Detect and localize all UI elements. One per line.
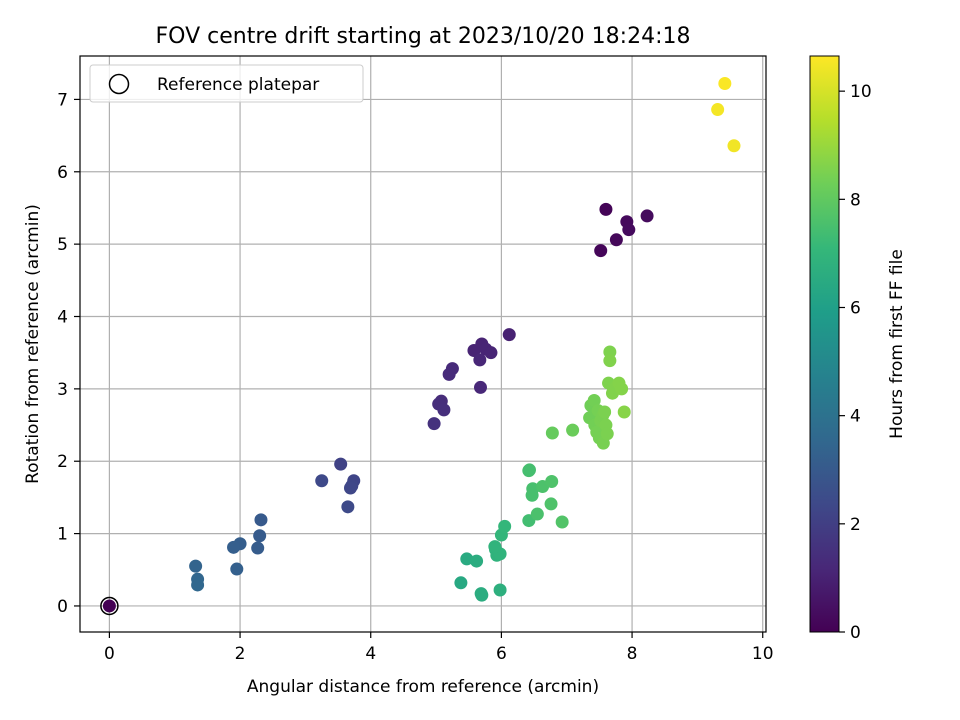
y-tick-label: 7 bbox=[57, 90, 68, 110]
data-point bbox=[254, 513, 268, 527]
data-point bbox=[598, 405, 612, 419]
data-point bbox=[525, 488, 539, 502]
data-point bbox=[555, 515, 569, 529]
data-point bbox=[102, 599, 116, 613]
reference-platepar-marker bbox=[100, 596, 119, 616]
plot-area bbox=[80, 56, 766, 632]
data-point bbox=[599, 202, 613, 216]
data-point bbox=[230, 562, 244, 576]
data-point bbox=[617, 405, 631, 419]
data-point bbox=[442, 367, 456, 381]
data-point bbox=[544, 497, 558, 511]
y-tick-label: 3 bbox=[57, 380, 68, 400]
y-tick-label: 6 bbox=[57, 163, 68, 183]
data-point bbox=[191, 578, 205, 592]
data-point bbox=[587, 393, 601, 407]
data-point bbox=[718, 76, 732, 90]
data-point bbox=[437, 403, 451, 417]
x-tick-label: 4 bbox=[365, 644, 376, 664]
y-tick-label: 5 bbox=[57, 235, 68, 255]
x-tick-label: 0 bbox=[104, 644, 115, 664]
data-point bbox=[341, 500, 355, 514]
data-point bbox=[603, 354, 617, 368]
y-tick-label: 1 bbox=[57, 525, 68, 545]
data-point bbox=[640, 209, 654, 223]
colorbar-tick-label: 4 bbox=[850, 407, 861, 427]
y-tick-label: 0 bbox=[57, 597, 68, 617]
legend-open-circle-icon bbox=[108, 73, 130, 95]
data-point bbox=[484, 346, 498, 360]
data-point bbox=[615, 382, 629, 396]
data-point bbox=[343, 481, 357, 495]
data-point bbox=[470, 554, 484, 568]
data-point bbox=[609, 233, 623, 247]
data-point bbox=[498, 519, 512, 533]
x-tick-label: 2 bbox=[235, 644, 246, 664]
data-point bbox=[493, 583, 507, 597]
data-point bbox=[460, 552, 474, 566]
colorbar-tick-label: 0 bbox=[850, 623, 861, 643]
y-axis-ticks: 0 1 2 3 4 5 6 7 bbox=[57, 90, 80, 617]
data-point bbox=[427, 417, 441, 431]
x-axis-ticks: 0 2 4 6 8 10 bbox=[104, 632, 774, 664]
data-point bbox=[473, 380, 487, 394]
data-point bbox=[315, 474, 329, 488]
colorbar-ticks: 0 2 4 6 8 10 bbox=[839, 82, 872, 643]
colorbar-gradient bbox=[809, 55, 840, 633]
data-point bbox=[622, 223, 636, 237]
legend-box bbox=[89, 64, 364, 103]
colorbar-tick-label: 10 bbox=[850, 82, 872, 102]
colorbar-tick-label: 6 bbox=[850, 298, 861, 318]
data-point bbox=[334, 457, 348, 471]
data-point bbox=[545, 426, 559, 440]
legend: Reference platepar bbox=[89, 64, 364, 103]
chart-title: FOV centre drift starting at 2023/10/20 … bbox=[156, 24, 691, 49]
x-tick-label: 8 bbox=[627, 644, 638, 664]
data-point bbox=[600, 427, 614, 441]
colorbar-tick-label: 8 bbox=[850, 190, 861, 210]
x-tick-label: 10 bbox=[752, 644, 774, 664]
colorbar: 0 2 4 6 8 10 Hours from first FF file bbox=[809, 55, 907, 643]
plot-frame bbox=[79, 55, 767, 633]
data-point bbox=[522, 463, 536, 477]
data-point bbox=[530, 507, 544, 521]
data-point bbox=[189, 559, 203, 573]
grid-lines bbox=[80, 56, 766, 632]
data-point bbox=[711, 103, 725, 117]
y-axis-label: Rotation from reference (arcmin) bbox=[23, 204, 43, 484]
data-point bbox=[488, 540, 502, 554]
data-point bbox=[502, 328, 516, 342]
y-tick-label: 4 bbox=[57, 308, 68, 328]
data-point bbox=[227, 540, 241, 554]
data-point bbox=[594, 244, 608, 258]
data-point bbox=[545, 474, 559, 488]
data-point bbox=[727, 139, 741, 153]
data-point bbox=[454, 576, 468, 590]
data-point bbox=[475, 588, 489, 602]
colorbar-label: Hours from first FF file bbox=[887, 249, 907, 439]
legend-entry-label: Reference platepar bbox=[157, 75, 319, 95]
data-point bbox=[253, 529, 267, 543]
colorbar-tick-label: 2 bbox=[850, 515, 861, 535]
x-axis-label: Angular distance from reference (arcmin) bbox=[247, 677, 599, 697]
data-point bbox=[251, 541, 265, 555]
data-point bbox=[473, 353, 487, 367]
x-tick-label: 6 bbox=[496, 644, 507, 664]
data-point bbox=[566, 423, 580, 437]
data-points bbox=[102, 76, 741, 613]
y-tick-label: 2 bbox=[57, 452, 68, 472]
